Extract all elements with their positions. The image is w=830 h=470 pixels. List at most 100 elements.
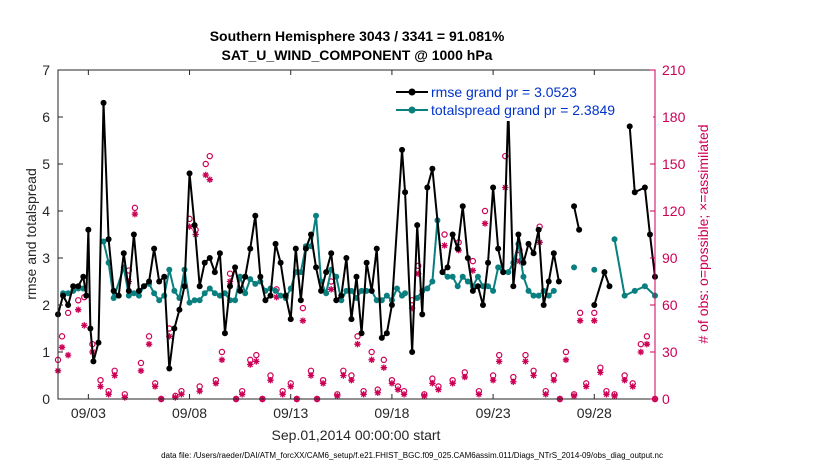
obs-assimilated-marker <box>172 394 179 401</box>
y-left-tick-label: 6 <box>42 109 50 125</box>
y-left-tick-label: 2 <box>42 297 50 313</box>
obs-possible-marker <box>441 231 448 238</box>
y-right-tick-label: 210 <box>662 62 686 78</box>
rmse-marker <box>429 165 436 172</box>
spread-marker <box>530 292 537 299</box>
obs-assimilated-marker <box>58 344 66 351</box>
chart-subtitle: SAT_U_WIND_COMPONENT @ 1000 hPa <box>222 47 493 63</box>
rmse-marker <box>318 287 325 294</box>
obs-possible-marker <box>253 351 260 359</box>
rmse-marker <box>105 236 112 243</box>
rmse-marker <box>576 226 583 233</box>
y-left-tick-label: 4 <box>42 203 50 219</box>
obs-assimilated-marker <box>299 317 307 324</box>
rmse-marker <box>247 245 254 252</box>
rmse-marker <box>196 283 203 290</box>
rmse-marker <box>87 325 94 332</box>
rmse-marker <box>333 297 340 304</box>
obs-possible-marker <box>137 359 145 367</box>
rmse-marker <box>307 231 314 238</box>
rmse-marker <box>262 297 269 304</box>
rmse-marker <box>479 302 486 308</box>
obs-assimilated-marker <box>400 391 408 398</box>
spread-marker <box>535 292 542 299</box>
rmse-marker <box>459 203 466 210</box>
obs-assimilated-marker <box>582 383 590 390</box>
rmse-marker <box>439 269 446 276</box>
obs-assimilated-marker <box>643 340 651 348</box>
rmse-marker <box>606 283 613 290</box>
rmse-marker <box>156 278 163 285</box>
rmse-marker <box>313 264 320 271</box>
rmse-marker <box>257 273 264 280</box>
obs-assimilated-marker <box>253 358 260 365</box>
spread-marker <box>110 294 117 301</box>
legend: rmse grand pr = 3.0523 totalspread grand… <box>390 81 653 121</box>
obs-assimilated-marker <box>319 380 327 387</box>
spread-marker <box>232 297 239 304</box>
obs-assimilated-marker <box>202 171 209 179</box>
legend-rmse-label: rmse grand pr = 3.0523 <box>431 84 577 100</box>
spread-marker <box>130 290 137 297</box>
spread-marker <box>393 285 400 292</box>
obs-assimilated-marker <box>562 356 570 364</box>
rmse-marker <box>302 245 309 252</box>
spread-marker <box>520 273 527 280</box>
rmse-marker <box>328 250 335 257</box>
x-tick-label: 09/03 <box>71 405 106 421</box>
spread-marker <box>373 297 380 304</box>
spread-marker <box>490 287 497 294</box>
x-axis-label: Sep.01,2014 00:00:00 start <box>272 427 441 443</box>
spread-marker <box>65 290 72 297</box>
rmse-marker <box>535 226 542 233</box>
rmse-marker <box>191 222 198 229</box>
spread-marker <box>313 212 320 219</box>
obs-assimilated-marker <box>279 391 286 398</box>
spread-marker <box>449 273 456 280</box>
obs-assimilated-marker <box>542 391 549 398</box>
obs-possible-marker <box>562 348 570 356</box>
spread-marker <box>252 280 259 287</box>
spread-marker <box>338 297 345 304</box>
rmse-marker <box>641 184 648 191</box>
spread-marker <box>247 276 254 283</box>
obs-assimilated-marker <box>267 377 274 384</box>
rmse-marker <box>383 330 390 337</box>
obs-assimilated-marker <box>394 386 402 393</box>
obs-assimilated-marker <box>621 377 628 384</box>
rmse-marker <box>490 184 497 191</box>
obs-possible-marker <box>637 340 645 348</box>
rmse-marker <box>186 170 193 177</box>
rmse-marker <box>495 245 502 252</box>
obs-assimilated-marker <box>374 389 381 396</box>
obs-assimilated-marker <box>151 383 159 390</box>
rmse-marker <box>166 365 173 372</box>
rmse-marker <box>626 123 633 130</box>
spread-marker <box>474 273 481 280</box>
obs-assimilated-marker <box>510 378 517 385</box>
obs-assimilated-marker <box>576 317 584 324</box>
axes: 09/03 09/08 09/13 09/18 09/23 09/28 0 1 2 3 4 5 6 7 0 3… <box>42 62 685 421</box>
y-right-tick-label: 150 <box>662 156 686 172</box>
footer-data-file: data file: /Users/raeder/DAI/ATM_forcXX/… <box>161 451 663 460</box>
obs-assimilated-marker <box>328 286 335 293</box>
obs-assimilated-marker <box>495 358 503 365</box>
obs-assimilated-marker <box>137 367 145 374</box>
rmse-marker <box>454 245 461 252</box>
rmse-marker <box>464 255 471 261</box>
obs-possible-marker <box>58 333 66 340</box>
obs-assimilated-marker <box>475 391 483 398</box>
obs-possible-marker <box>206 152 213 160</box>
obs-possible-marker <box>97 377 104 384</box>
rmse-marker <box>402 189 409 196</box>
obs-assimilated-marker <box>591 317 598 324</box>
rmse-marker <box>206 255 213 261</box>
rmse-marker <box>540 302 547 308</box>
obs-assimilated-marker <box>166 333 173 340</box>
spread-marker <box>277 292 284 299</box>
legend-spread-label: totalspread grand pr = 2.3849 <box>431 102 615 118</box>
rmse-marker <box>358 330 365 337</box>
rmse-marker <box>216 250 223 257</box>
spread-marker <box>166 266 173 273</box>
